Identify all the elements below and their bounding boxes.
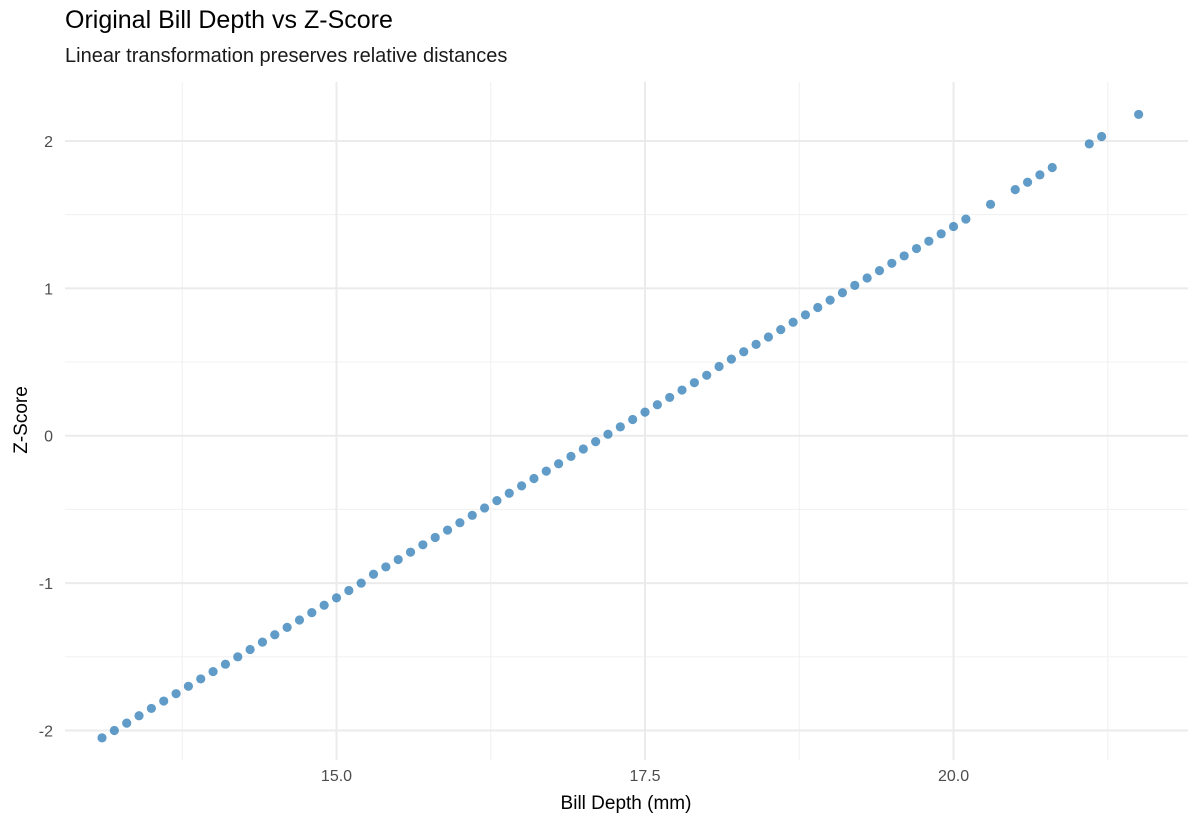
data-point xyxy=(294,615,305,625)
data-point xyxy=(936,229,946,239)
data-point xyxy=(665,392,675,403)
chart-title: Original Bill Depth vs Z-Score xyxy=(65,6,393,34)
data-point xyxy=(196,674,206,684)
data-point xyxy=(837,288,848,298)
data-point xyxy=(788,317,798,327)
data-point xyxy=(492,495,502,506)
data-point xyxy=(702,370,712,380)
data-point xyxy=(245,644,255,655)
data-point xyxy=(1010,184,1020,195)
data-point xyxy=(282,622,292,632)
data-point xyxy=(405,547,416,557)
data-point xyxy=(442,525,453,535)
data-point xyxy=(134,711,144,721)
data-point xyxy=(109,725,119,736)
data-point xyxy=(319,600,329,610)
data-point xyxy=(208,666,218,677)
data-point xyxy=(331,593,342,603)
data-point xyxy=(677,385,687,395)
y-tick-label: -1 xyxy=(39,576,53,593)
x-tick-labels: 15.0 17.5 20.0 xyxy=(321,768,969,785)
data-point xyxy=(578,444,588,454)
data-point xyxy=(640,407,650,417)
data-point xyxy=(344,585,354,596)
data-point xyxy=(874,266,885,276)
data-point xyxy=(948,221,959,232)
data-point xyxy=(504,488,514,498)
data-point xyxy=(455,518,465,528)
data-point xyxy=(171,689,181,699)
data-point xyxy=(1084,139,1094,149)
data-point xyxy=(183,681,194,691)
data-point xyxy=(418,540,428,550)
x-axis-title: Bill Depth (mm) xyxy=(561,793,692,814)
data-point xyxy=(220,659,231,669)
data-point xyxy=(368,569,379,579)
data-point xyxy=(146,703,156,714)
data-point xyxy=(652,400,662,410)
data-point xyxy=(517,481,527,491)
data-point xyxy=(257,637,268,647)
data-point xyxy=(159,696,169,706)
data-point xyxy=(1022,177,1033,187)
x-tick-label: 17.5 xyxy=(629,768,660,785)
y-tick-labels: -2 -1 0 1 2 xyxy=(39,134,53,741)
grid-lines xyxy=(65,82,1188,760)
data-point xyxy=(776,325,786,335)
data-point xyxy=(628,414,638,425)
data-point xyxy=(529,473,539,484)
data-point xyxy=(739,347,749,357)
y-tick-label: 0 xyxy=(44,429,53,446)
data-point xyxy=(862,273,872,283)
data-point xyxy=(751,339,761,349)
data-point xyxy=(985,199,996,209)
data-point xyxy=(591,437,601,447)
data-point xyxy=(800,310,811,320)
data-point xyxy=(1097,131,1107,142)
data-point xyxy=(122,718,132,728)
data-point xyxy=(566,451,576,461)
data-point xyxy=(1047,162,1057,173)
data-point xyxy=(467,510,477,520)
data-point xyxy=(911,243,922,254)
data-point xyxy=(763,332,774,342)
data-point xyxy=(233,652,243,662)
data-point xyxy=(961,214,971,224)
y-tick-label: 1 xyxy=(44,281,53,298)
data-point xyxy=(825,295,835,305)
data-point xyxy=(430,532,440,543)
data-point xyxy=(541,466,551,476)
data-point xyxy=(1134,109,1144,120)
y-axis-title: Z-Score xyxy=(11,386,32,454)
y-tick-label: 2 xyxy=(44,134,53,151)
data-point xyxy=(381,562,391,572)
data-point xyxy=(270,630,280,640)
data-point xyxy=(356,578,366,588)
data-point xyxy=(813,302,823,313)
data-point xyxy=(1035,170,1045,180)
x-tick-label: 15.0 xyxy=(321,768,352,785)
data-point xyxy=(899,251,909,261)
data-point xyxy=(97,733,107,743)
data-point xyxy=(726,354,736,364)
data-point xyxy=(924,236,934,246)
data-point xyxy=(615,422,625,432)
data-points xyxy=(97,109,1144,743)
data-point xyxy=(479,503,490,513)
data-point xyxy=(393,554,403,565)
x-tick-label: 20.0 xyxy=(938,768,969,785)
data-point xyxy=(714,361,724,372)
chart-subtitle: Linear transformation preserves relative… xyxy=(65,45,508,67)
data-point xyxy=(554,459,564,469)
data-point xyxy=(307,608,317,618)
data-point xyxy=(850,280,860,290)
data-point xyxy=(887,258,897,268)
y-tick-label: -2 xyxy=(39,724,53,741)
data-point xyxy=(603,429,613,439)
data-point xyxy=(689,378,699,388)
